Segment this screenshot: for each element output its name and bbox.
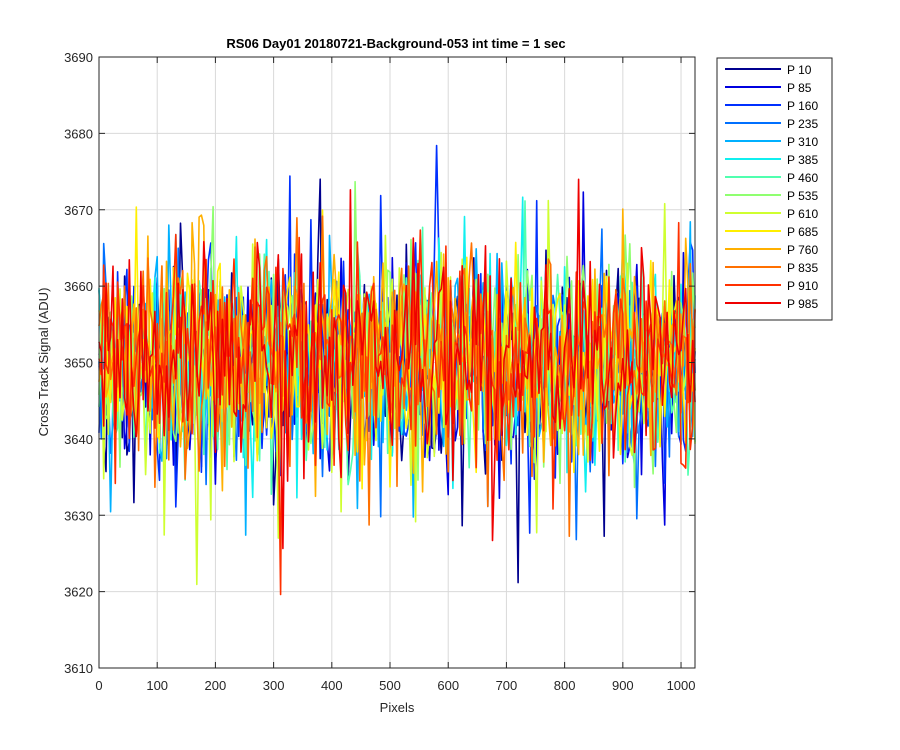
x-tick-label: 900	[612, 678, 634, 693]
legend-label: P 685	[787, 225, 818, 239]
legend-label: P 235	[787, 117, 818, 131]
y-tick-label: 3610	[64, 661, 93, 676]
series-line-p910	[98, 221, 696, 596]
legend-label: P 160	[787, 99, 818, 113]
axis-ticks: 0 100 200 300 400 500 600 700 800 900 1000 3610 3620…	[64, 50, 695, 693]
chart-title: RS06 Day01 20180721-Background-053 int t…	[226, 36, 565, 51]
y-axis-label: Cross Track Signal (ADU)	[36, 288, 51, 437]
legend-label: P 460	[787, 171, 818, 185]
legend-label: P 760	[787, 243, 818, 257]
legend-label: P 985	[787, 297, 818, 311]
legend: P 10 P 85 P 160 P 235 P 310 P 385 P 460 P 535 P …	[716, 57, 833, 321]
legend-box	[716, 57, 833, 321]
legend-label: P 535	[787, 189, 818, 203]
y-tick-label: 3650	[64, 356, 93, 371]
x-tick-label: 300	[263, 678, 285, 693]
x-tick-label: 200	[205, 678, 227, 693]
x-axis-label: Pixels	[380, 700, 415, 715]
x-tick-label: 800	[554, 678, 576, 693]
x-tick-label: 600	[437, 678, 459, 693]
x-tick-label: 500	[379, 678, 401, 693]
y-tick-label: 3660	[64, 279, 93, 294]
x-tick-label: 700	[496, 678, 518, 693]
legend-label: P 310	[787, 135, 818, 149]
y-tick-label: 3620	[64, 585, 93, 600]
y-tick-label: 3680	[64, 126, 93, 141]
legend-label: P 10	[787, 63, 812, 77]
y-tick-label: 3640	[64, 432, 93, 447]
legend-label: P 835	[787, 261, 818, 275]
x-tick-label: 0	[95, 678, 102, 693]
x-tick-label: 1000	[667, 678, 696, 693]
series-line-p985	[98, 178, 696, 550]
x-tick-label: 400	[321, 678, 343, 693]
legend-label: P 85	[787, 81, 812, 95]
y-tick-label: 3670	[64, 203, 93, 218]
y-tick-label: 3690	[64, 50, 93, 65]
y-tick-label: 3630	[64, 508, 93, 523]
legend-label: P 385	[787, 153, 818, 167]
legend-label: P 610	[787, 207, 818, 221]
legend-label: P 910	[787, 279, 818, 293]
x-tick-label: 100	[146, 678, 168, 693]
series-lines	[98, 144, 696, 596]
